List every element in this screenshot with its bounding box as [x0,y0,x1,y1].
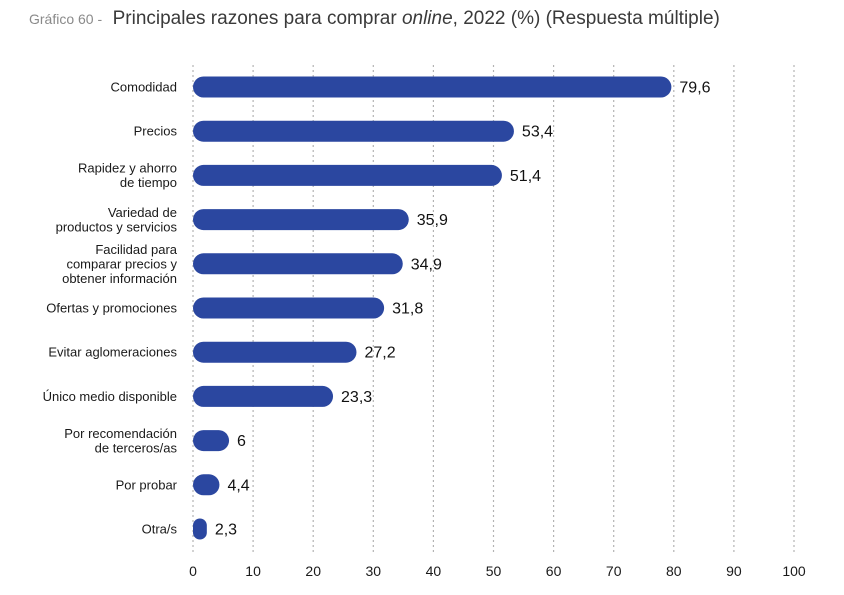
title-italic: online [401,8,453,29]
bar [193,474,220,496]
category-label: Otra/s [142,522,178,537]
value-label: 53,4 [522,124,553,141]
bar [193,253,403,275]
category-label: Variedad de productos y servicios [56,205,178,235]
category-label: Ofertas y promociones [46,301,177,316]
category-label: Único medio disponible [43,389,177,404]
x-tick-label: 10 [245,563,261,579]
x-tick-label: 30 [366,563,382,579]
bar [193,430,230,452]
x-tick-label: 60 [546,563,562,579]
value-labels: 79,6 53,4 51,4 35,9 34,9 31,8 27,2 23,3 6 4,4 2,3 [215,80,711,539]
value-label: 51,4 [510,168,541,185]
x-tick-label: 90 [726,563,742,579]
category-label: Evitar aglomeraciones [48,345,177,360]
figure-label: Gráfico 60 - [29,11,103,27]
x-tick-label: 100 [782,563,806,579]
value-label: 35,9 [417,212,448,229]
bar [193,120,514,142]
value-label: 31,8 [392,301,423,318]
grid-lines [192,65,795,552]
chart-title-row: Gráfico 60 - Principales razones para co… [29,8,720,30]
bar [193,164,502,186]
bar [193,76,672,98]
category-label: Comodidad [111,80,178,95]
value-label: 79,6 [679,80,710,97]
bar [193,209,409,231]
category-label: Rapidez y ahorro de tiempo [78,161,177,191]
x-tick-label: 80 [666,563,682,579]
x-tick-label: 70 [606,563,622,579]
bars [193,76,672,540]
bar [193,385,334,407]
bar [193,341,357,363]
value-label: 6 [237,433,246,450]
title-part2: , 2022 (%) (Respuesta múltiple) [452,8,720,29]
x-tick-label: 0 [189,563,197,579]
value-label: 27,2 [364,345,395,362]
x-axis-ticks: 0 10 20 30 40 50 60 70 80 90 100 [189,563,806,579]
bar [193,297,385,319]
category-label: Por recomendación de terceros/as [64,426,177,456]
category-label: Facilidad para comparar precios y obtener … [62,242,178,286]
x-tick-label: 50 [486,563,502,579]
chart-title: Principales razones para comprar online,… [113,8,720,29]
x-tick-label: 20 [305,563,321,579]
category-labels: Comodidad Precios Rapidez y ahorro de tiemp… [43,80,178,537]
title-part1: Principales razones para comprar [112,8,402,29]
category-label: Por probar [116,477,178,492]
category-label: Precios [134,124,178,139]
x-tick-label: 40 [426,563,442,579]
value-label: 34,9 [411,256,442,273]
value-label: 23,3 [341,389,372,406]
value-label: 2,3 [215,522,237,539]
bar [193,518,207,540]
value-label: 4,4 [227,477,249,494]
